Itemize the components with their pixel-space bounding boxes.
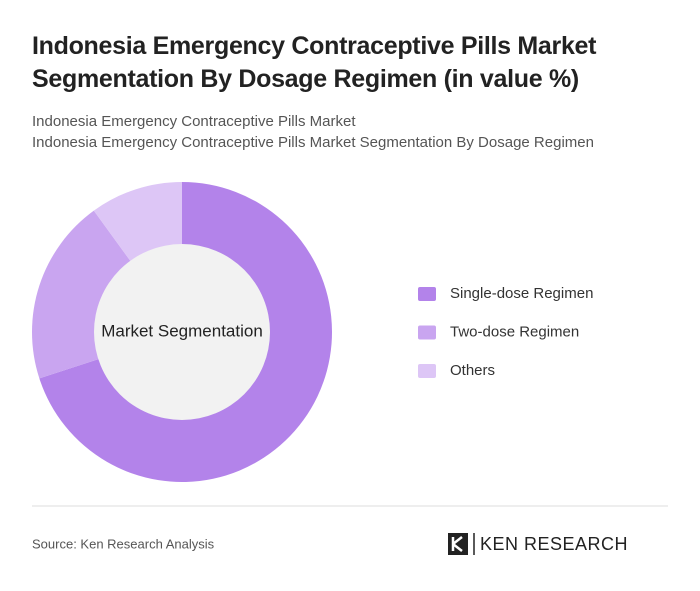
legend-label: Others	[450, 362, 495, 379]
logo-text: KEN RESEARCH	[480, 534, 628, 554]
source: Source: Ken Research Analysis	[32, 536, 215, 551]
legend-label: Single-dose Regimen	[450, 285, 593, 302]
logo-k	[451, 536, 463, 552]
legend-label: Two-dose Regimen	[450, 323, 579, 340]
donut-hole	[94, 244, 270, 420]
subtitle: Indonesia Emergency Contraceptive Pills …	[32, 134, 594, 151]
title: Indonesia Emergency Contraceptive Pills …	[32, 32, 597, 93]
legend-swatch	[418, 364, 436, 378]
center-label: Market Segmentation	[101, 321, 263, 340]
legend-swatch	[418, 287, 436, 301]
legend-swatch	[418, 325, 436, 340]
logo-icon	[448, 533, 468, 555]
subtitle: Indonesia Emergency Contraceptive Pills …	[32, 113, 356, 130]
logo: KEN RESEARCH	[448, 533, 628, 555]
